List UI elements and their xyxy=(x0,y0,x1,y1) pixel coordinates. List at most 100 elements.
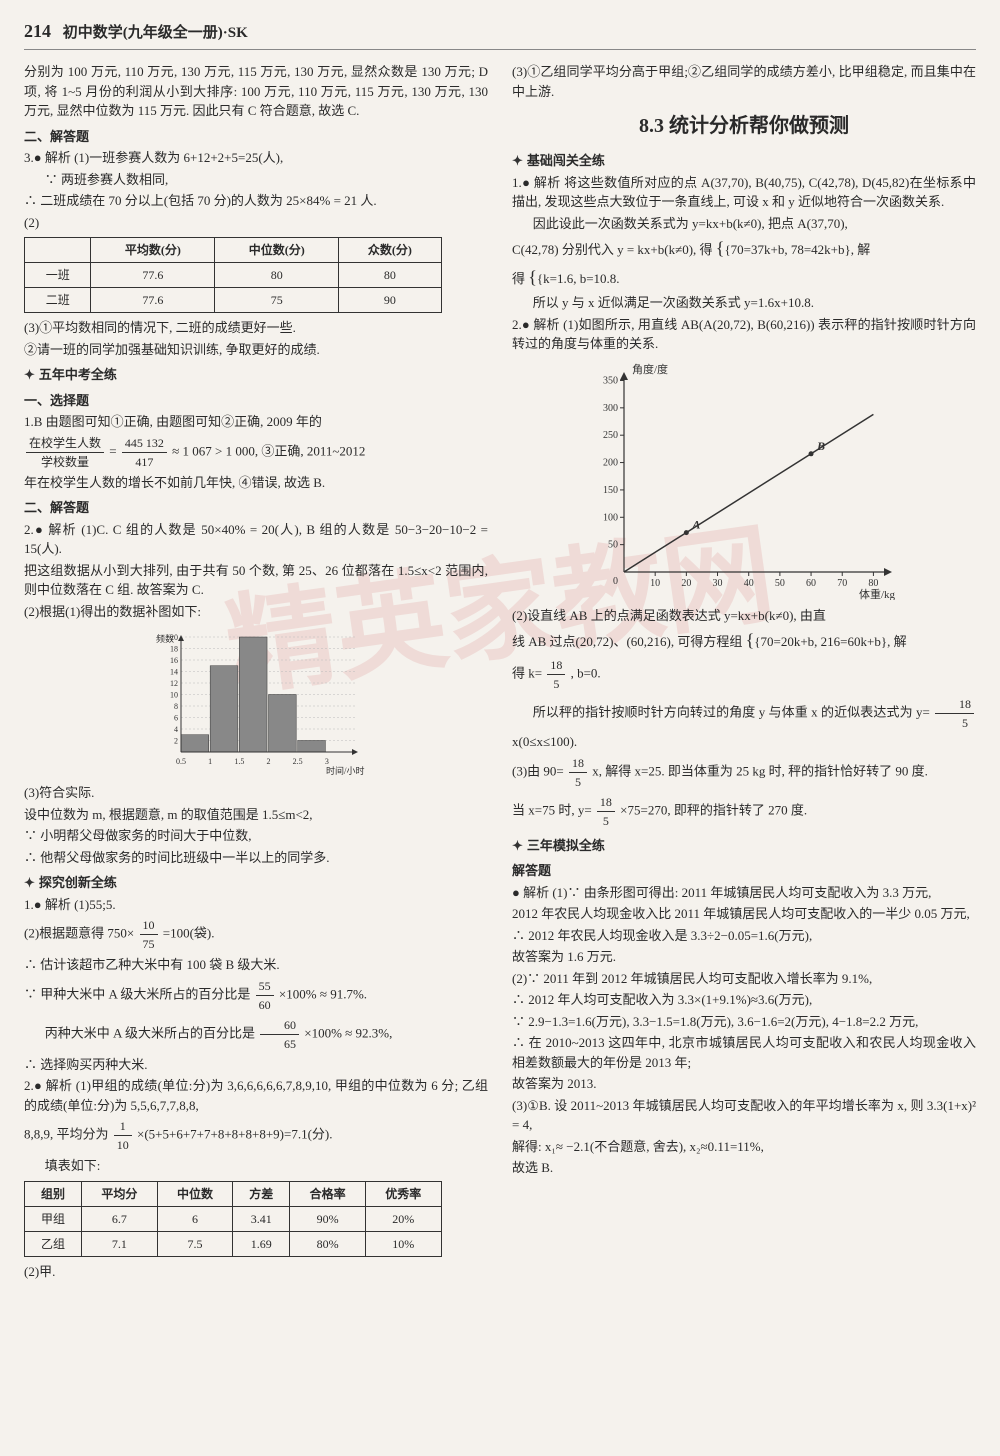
header-title: 初中数学(九年级全一册)·SK xyxy=(63,25,248,41)
section-xuanze: 一、选择题 xyxy=(24,391,488,411)
section-big-title: 8.3 统计分析帮你做预测 xyxy=(512,111,976,141)
svg-text:350: 350 xyxy=(603,375,618,386)
s1-5: ∴ 2012 年人均可支配收入为 3.3×(1+9.1%)≈3.6(万元), xyxy=(512,990,976,1010)
svg-text:50: 50 xyxy=(608,539,618,550)
q2-line-2: (2)根据(1)得出的数据补图如下: xyxy=(24,602,488,622)
q2-line-0: 2.● 解析 (1)C. C 组的人数是 50×40% = 20(人), B 组… xyxy=(24,520,488,559)
svg-text:10: 10 xyxy=(170,691,178,700)
s1-9: (3)①B. 设 2011~2013 年城镇居民人均可支配收入的年平均增长率为 … xyxy=(512,1096,976,1135)
rq3-a: (3)由 90= 185 x, 解得 x=25. 即当体重为 25 kg 时, … xyxy=(512,754,976,791)
q2-after-0: (3)符合实际. xyxy=(24,783,488,803)
table-row: 甲组 6.7 6 3.41 90% 20% xyxy=(25,1206,442,1231)
svg-text:0: 0 xyxy=(613,576,618,587)
tanjiu-6: ∴ 选择购买丙种大米. xyxy=(24,1055,488,1075)
svg-text:70: 70 xyxy=(837,578,847,589)
rq2-line2-0: (2)设直线 AB 上的点满足函数表达式 y=kx+b(k≠0), 由直 xyxy=(512,606,976,626)
s1-4: (2)∵ 2011 年到 2012 年城镇居民人均可支配收入增长率为 9.1%, xyxy=(512,969,976,989)
section-jieda2: 二、解答题 xyxy=(24,498,488,518)
rq1-line-0: 1.● 解析 将这些数值所对应的点 A(37,70), B(40,75), C(… xyxy=(512,173,976,212)
q3-after-0: (3)①平均数相同的情况下, 二班的成绩更好一些. xyxy=(24,318,488,338)
th-avg: 平均数(分) xyxy=(91,238,215,263)
s1-11: 故选 B. xyxy=(512,1158,976,1178)
line-chart-svg: 1020304050607080501001502002503003500AB角… xyxy=(584,360,904,600)
svg-text:1.5: 1.5 xyxy=(234,757,244,766)
svg-text:16: 16 xyxy=(170,656,178,665)
section-tanjiu: 探究创新全练 xyxy=(24,873,488,893)
svg-text:B: B xyxy=(816,438,825,452)
svg-text:50: 50 xyxy=(775,578,785,589)
section-3year: 三年模拟全练 xyxy=(512,836,976,856)
th-median: 中位数(分) xyxy=(215,238,339,263)
svg-text:10: 10 xyxy=(650,578,660,589)
q2-after-1: 设中位数为 m, 根据题意, m 的取值范围是 1.5≤m<2, xyxy=(24,805,488,825)
svg-text:角度/度: 角度/度 xyxy=(632,362,668,376)
page-header: 214 初中数学(九年级全一册)·SK xyxy=(24,18,976,50)
svg-text:6: 6 xyxy=(174,714,178,723)
svg-text:2: 2 xyxy=(267,757,271,766)
rq1-line-1: 因此设此一次函数关系式为 y=kx+b(k≠0), 把点 A(37,70), xyxy=(512,214,976,234)
s1-10: 解得: x₁≈ −2.1(不合题意, 舍去), x₂≈0.11=11%, xyxy=(512,1137,976,1157)
right-intro: (3)①乙组同学平均分高于甲组;②乙组同学的成绩方差小, 比甲组稳定, 而且集中… xyxy=(512,62,976,101)
rq2-eq: 线 AB 过点(20,72)、(60,216), 可得方程组 {{70=20k+… xyxy=(512,627,976,654)
page-number: 214 xyxy=(24,21,51,41)
svg-text:A: A xyxy=(691,517,700,531)
tq2-fill: 填表如下: xyxy=(24,1156,488,1176)
line-chart: 1020304050607080501001502002503003500AB角… xyxy=(512,360,976,600)
q3-line-0: 3.● 解析 (1)一班参赛人数为 6+12+2+5=25(人), xyxy=(24,148,488,168)
s1-8: 故答案为 2013. xyxy=(512,1074,976,1094)
svg-text:8: 8 xyxy=(174,702,178,711)
tq2-avg: 8,8,9, 平均分为 110 ×(5+5+6+7+7+8+8+8+8+9)=7… xyxy=(24,1117,488,1154)
svg-text:250: 250 xyxy=(603,430,618,441)
svg-text:80: 80 xyxy=(868,578,878,589)
svg-text:20: 20 xyxy=(681,578,691,589)
table-group-stats: 组别 平均分 中位数 方差 合格率 优秀率 甲组 6.7 6 3.41 90% … xyxy=(24,1181,442,1257)
rq2-concl: 所以秤的指针按顺时针方向转过的角度 y 与体重 x 的近似表达式为 y= 185… xyxy=(512,695,976,752)
s1-1: 2012 年农民人均现金收入比 2011 年城镇居民人均可支配收入的一半少 0.… xyxy=(512,904,976,924)
svg-text:60: 60 xyxy=(806,578,816,589)
table-class-stats: 平均数(分) 中位数(分) 众数(分) 一班 77.6 80 80 二班 77.… xyxy=(24,237,442,313)
section-jieda: 二、解答题 xyxy=(24,127,488,147)
left-column: 分别为 100 万元, 110 万元, 130 万元, 115 万元, 130 … xyxy=(24,60,488,1283)
svg-text:0.5: 0.5 xyxy=(176,757,186,766)
table-row: 一班 77.6 80 80 xyxy=(25,263,442,288)
svg-text:2.5: 2.5 xyxy=(293,757,303,766)
q2-after-3: ∴ 他帮父母做家务的时间比班级中一半以上的同学多. xyxy=(24,848,488,868)
tanjiu-2: (2)根据题意得 750× 1075 =100(袋). xyxy=(24,916,488,953)
svg-text:时间/小时: 时间/小时 xyxy=(326,765,365,776)
s1-6: ∵ 2.9−1.3=1.6(万元), 3.3−1.5=1.8(万元), 3.6−… xyxy=(512,1012,976,1032)
th-mode: 众数(分) xyxy=(339,238,441,263)
table-row: 乙组 7.1 7.5 1.69 80% 10% xyxy=(25,1231,442,1256)
right-column: (3)①乙组同学平均分高于甲组;②乙组同学的成绩方差小, 比甲组稳定, 而且集中… xyxy=(512,60,976,1283)
q2-after-2: ∵ 小明帮父母做家务的时间大于中位数, xyxy=(24,826,488,846)
svg-text:4: 4 xyxy=(174,725,178,734)
s1-0: ● 解析 (1)∵ 由条形图可得出: 2011 年城镇居民人均可支配收入为 3.… xyxy=(512,883,976,903)
q3-line-1: ∵ 两班参赛人数相同, xyxy=(24,170,488,190)
s1-2: ∴ 2012 年农民人均现金收入是 3.3÷2−0.05=1.6(万元), xyxy=(512,926,976,946)
rq2-intro: 2.● 解析 (1)如图所示, 用直线 AB(A(20,72), B(60,21… xyxy=(512,315,976,354)
svg-text:14: 14 xyxy=(170,668,178,677)
tanjiu-4: ∵ 甲种大米中 A 级大米所占的百分比是 5560 ×100% ≈ 91.7%. xyxy=(24,977,488,1014)
svg-text:100: 100 xyxy=(603,512,618,523)
rq1-eq: C(42,78) 分别代入 y = kx+b(k≠0), 得 {{70=37k+… xyxy=(512,235,976,262)
svg-text:1: 1 xyxy=(208,757,212,766)
svg-text:40: 40 xyxy=(744,578,754,589)
q3-line-2: ∴ 二班成绩在 70 分以上(包括 70 分)的人数为 25×84% = 21 … xyxy=(24,191,488,211)
q3-after-1: ②请一班的同学加强基础知识训练, 争取更好的成绩. xyxy=(24,340,488,360)
s1-7: ∴ 在 2010~2013 这四年中, 北京市城镇居民人均可支配收入和农民人均现… xyxy=(512,1033,976,1072)
tq2-end: (2)甲. xyxy=(24,1262,488,1282)
rq2-solve: 得 k= 185 , b=0. xyxy=(512,656,976,693)
rq3-b: 当 x=75 时, y= 185 ×75=270, 即秤的指针转了 270 度. xyxy=(512,793,976,830)
tanjiu-5: 丙种大米中 A 级大米所占的百分比是 6065 ×100% ≈ 92.3%, xyxy=(24,1016,488,1053)
rq1-conclude: 所以 y 与 x 近似满足一次函数关系式 y=1.6x+10.8. xyxy=(512,293,976,313)
tq2-line-0: 2.● 解析 (1)甲组的成绩(单位:分)为 3,6,6,6,6,6,7,8,9… xyxy=(24,1076,488,1115)
svg-text:150: 150 xyxy=(603,484,618,495)
section-jichu: 基础闯关全练 xyxy=(512,151,976,171)
q2-line-1: 把这组数据从小到大排列, 由于共有 50 个数, 第 25、26 位都落在 1.… xyxy=(24,561,488,600)
rq1-solve: 得 {{k=1.6, b=10.8. xyxy=(512,264,976,291)
svg-text:体重/kg: 体重/kg xyxy=(859,587,896,600)
svg-text:18: 18 xyxy=(170,645,178,654)
q1b-line-0: 1.B 由题图可知①正确, 由题图可知②正确, 2009 年的 xyxy=(24,412,488,432)
svg-text:2: 2 xyxy=(174,737,178,746)
intro-text: 分别为 100 万元, 110 万元, 130 万元, 115 万元, 130 … xyxy=(24,62,488,121)
s1-3: 故答案为 1.6 万元. xyxy=(512,947,976,967)
